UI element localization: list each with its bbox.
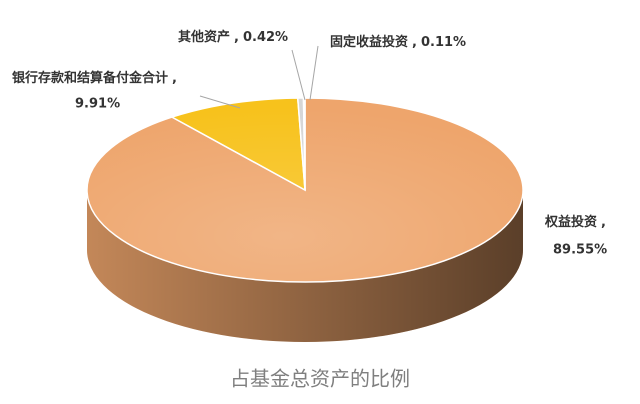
leader-line (291, 49, 306, 101)
value-label: 89.55% (553, 243, 607, 258)
chart-title: 占基金总资产的比例 (230, 367, 410, 391)
leader-line (309, 45, 319, 101)
data-label: 银行存款和结算备付金合计, (12, 70, 177, 86)
label-separator: , (412, 35, 417, 50)
label-separator: , (601, 215, 606, 230)
label-name: 固定收益投资 (330, 34, 408, 50)
data-label: 权益投资, (544, 214, 606, 230)
pie (86, 97, 524, 342)
value-label: 0.11% (421, 35, 466, 50)
label-name: 其他资产 (178, 29, 230, 45)
top-shine (87, 98, 523, 282)
data-label: 其他资产, 0.42% (178, 29, 288, 45)
labels: 权益投资 , 89.55% 银行存款和结算备付金合计 , 9.91% 其他资产, 0.42% 固… (12, 29, 607, 258)
label-separator: , (234, 30, 239, 45)
data-label: 固定收益投资, 0.11% (330, 34, 466, 50)
side-shade (87, 190, 523, 342)
value-label: 9.91% (75, 97, 120, 112)
label-separator: , (172, 71, 177, 86)
leader-line (199, 95, 241, 109)
label-name: 银行存款和结算备付金合计 (12, 70, 168, 86)
label-name: 权益投资 (544, 214, 597, 230)
value-label: 0.42% (243, 30, 288, 45)
